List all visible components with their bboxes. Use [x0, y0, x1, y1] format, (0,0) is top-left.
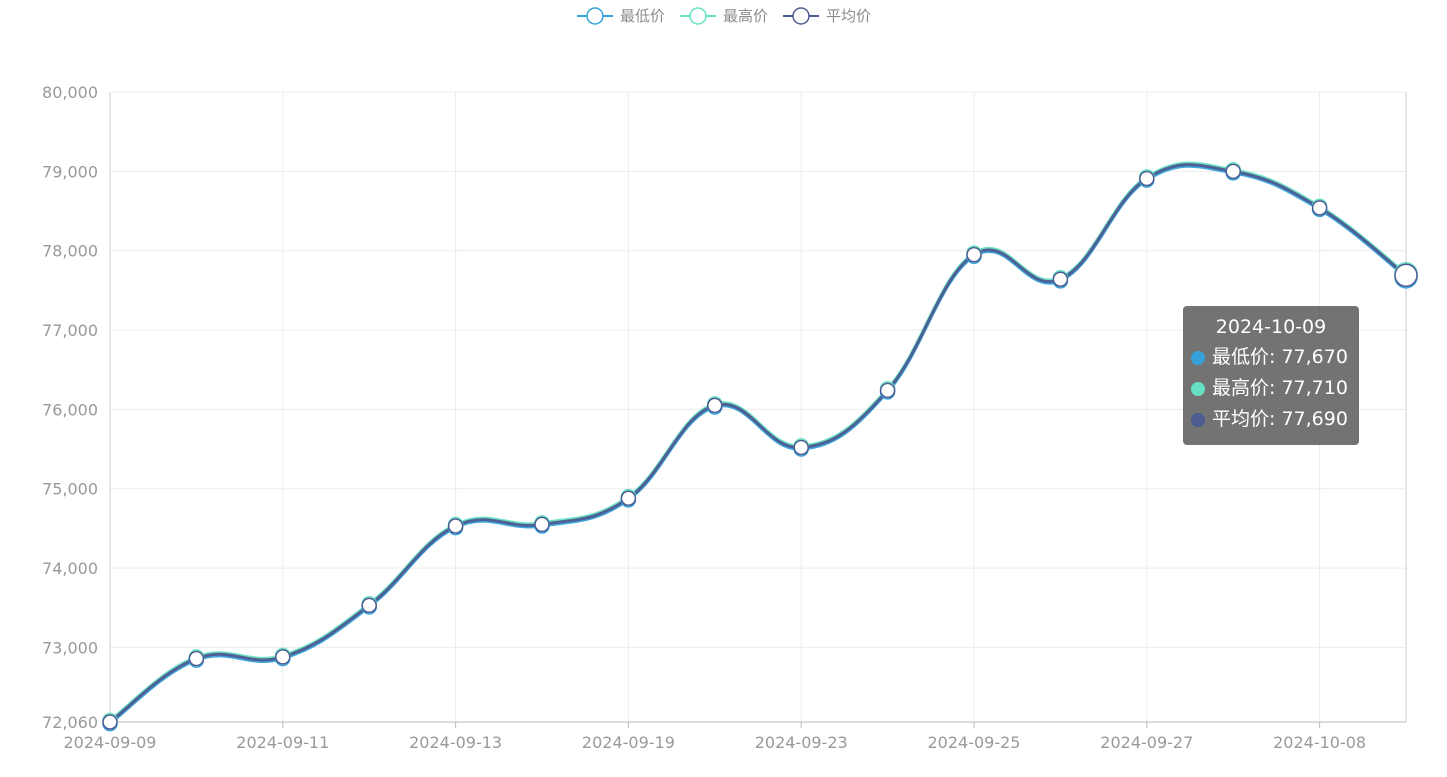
x-tick-label: 2024-09-25	[928, 733, 1021, 752]
data-point-avg	[361, 597, 377, 614]
data-point-avg	[1394, 263, 1418, 288]
tooltip-dot-high-icon	[1191, 381, 1205, 396]
tooltip-row-high: 最高价: 77,710	[1191, 373, 1351, 404]
x-tick-label: 2024-10-08	[1273, 733, 1366, 752]
chart-axes: 72,060 73,000 74,000 75,000 76,000 77,000 78,0…	[42, 83, 1407, 752]
tooltip-row-avg: 平均价: 77,690	[1191, 404, 1351, 435]
data-point-avg	[1225, 163, 1241, 180]
data-point-avg	[879, 382, 896, 399]
tooltip-row-low: 最低价: 77,670	[1191, 342, 1351, 373]
chart-series	[108, 161, 1408, 726]
data-point-avg	[620, 490, 637, 506]
tooltip-dot-low-icon	[1191, 350, 1205, 365]
data-point-avg	[1139, 170, 1155, 187]
tooltip-dot-avg-icon	[1191, 412, 1205, 427]
chart-tooltip: 2024-10-09 最低价: 77,670 最高价: 77,710 平均价: …	[1183, 306, 1359, 445]
y-tick-label: 77,000	[42, 321, 98, 340]
x-tick-label: 2024-09-09	[64, 733, 157, 752]
x-tick-label: 2024-09-27	[1100, 733, 1193, 752]
y-tick-label: 78,000	[42, 242, 98, 261]
y-tick-label: 73,000	[42, 638, 98, 657]
chart-legend: 最低价 最高价 平均价	[0, 5, 1447, 26]
x-tick-label: 2024-09-13	[409, 733, 502, 752]
legend-low-line-icon	[576, 6, 613, 25]
legend-label-low: 最低价	[619, 7, 665, 25]
tooltip-value-high: 最高价: 77,710	[1212, 377, 1348, 399]
data-point-avg	[275, 649, 291, 665]
data-point-avg	[966, 246, 982, 263]
legend-item-high[interactable]: 最高价	[679, 5, 768, 26]
tooltip-title: 2024-10-09	[1215, 316, 1327, 338]
legend-item-avg[interactable]: 平均价	[782, 5, 871, 26]
legend-item-low[interactable]: 最低价	[576, 5, 665, 26]
tooltip-value-low: 最低价: 77,670	[1212, 346, 1348, 368]
y-tick-label: 74,000	[42, 559, 98, 578]
legend-avg-line-icon	[783, 6, 819, 25]
x-tick-label: 2024-09-11	[236, 733, 329, 752]
y-tick-label: 79,000	[42, 162, 98, 181]
legend-label-avg: 平均价	[826, 7, 872, 25]
data-point-avg	[102, 714, 118, 730]
y-tick-label: 80,000	[42, 83, 98, 102]
data-point-avg	[1052, 271, 1069, 288]
y-tick-label: 75,000	[42, 480, 98, 499]
data-point-avg	[188, 650, 205, 667]
data-point-avg	[707, 397, 723, 414]
y-tick-label: 72,060	[42, 713, 98, 732]
legend-label-high: 最高价	[722, 7, 768, 25]
chart-points	[102, 162, 1418, 732]
data-point-avg	[447, 518, 464, 534]
chart-grid	[109, 91, 1406, 723]
x-tick-label: 2024-09-19	[582, 733, 675, 752]
tooltip-value-avg: 平均价: 77,690	[1212, 408, 1348, 430]
series-line-avg	[108, 163, 1408, 724]
data-point-avg	[793, 439, 809, 456]
legend-high-line-icon	[679, 6, 716, 25]
x-tick-label: 2024-09-23	[755, 733, 848, 752]
y-tick-label: 76,000	[42, 400, 98, 419]
data-point-avg	[1311, 200, 1328, 216]
data-point-avg	[534, 516, 550, 533]
